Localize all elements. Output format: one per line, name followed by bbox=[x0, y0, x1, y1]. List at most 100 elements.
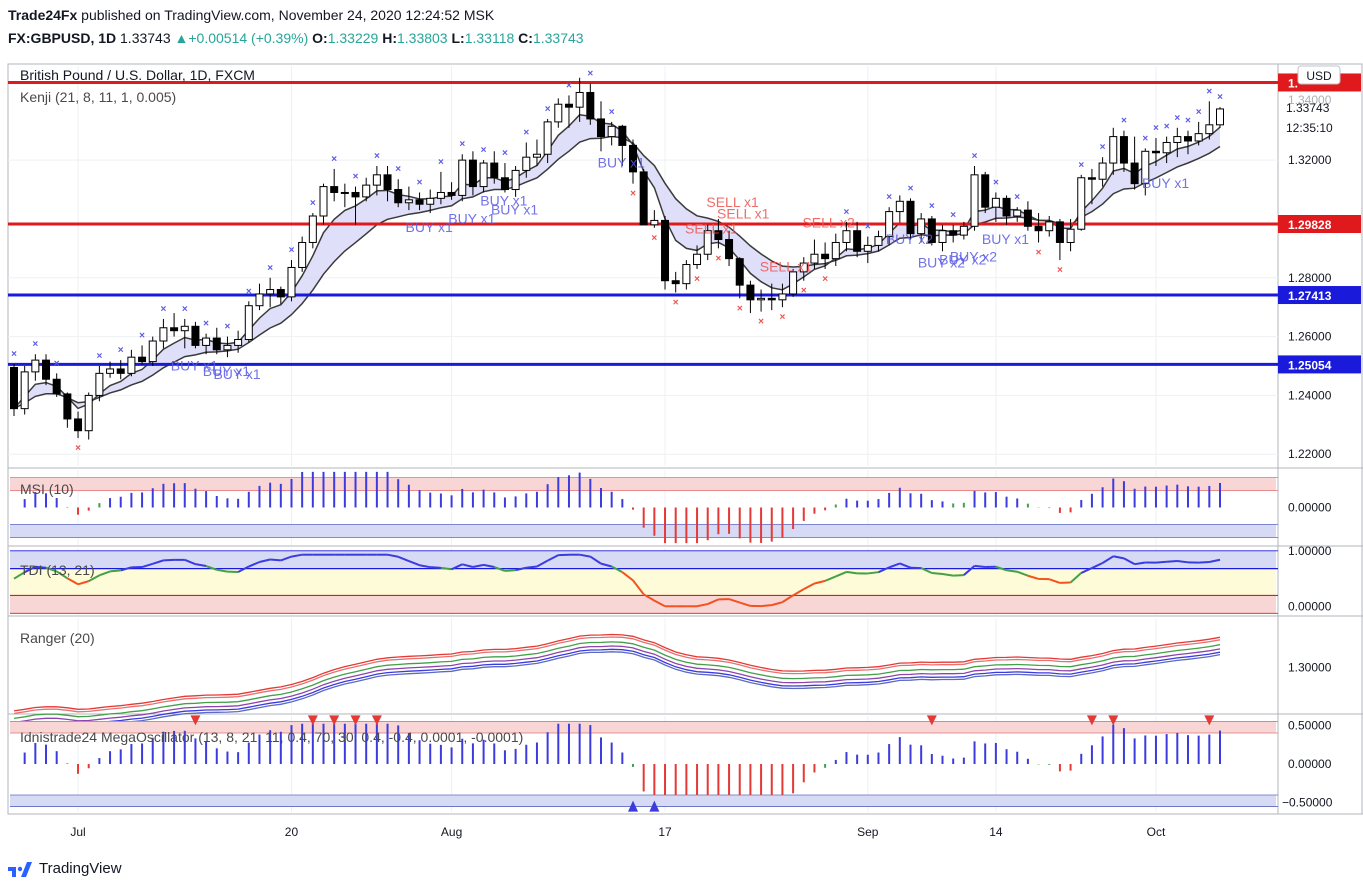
mo-y-tick: 0.00000 bbox=[1288, 757, 1332, 771]
tdi-line-segment bbox=[942, 573, 954, 577]
candle-body bbox=[447, 191, 456, 196]
candle-body bbox=[490, 162, 499, 179]
candle-body bbox=[372, 174, 381, 186]
buy-triangle-icon bbox=[649, 800, 660, 812]
candle-body bbox=[810, 253, 819, 264]
candle-body bbox=[426, 197, 435, 205]
candle-body bbox=[618, 125, 627, 146]
bullish-marker: × bbox=[54, 358, 60, 369]
bearish-marker: × bbox=[694, 274, 700, 285]
bearish-marker: × bbox=[715, 253, 721, 264]
tdi-line-segment bbox=[1177, 560, 1189, 564]
buy-signal-label: BUY x1 bbox=[213, 366, 260, 382]
candle-body bbox=[661, 219, 670, 282]
candle-body bbox=[1066, 228, 1075, 243]
tdi-line-segment bbox=[56, 570, 68, 580]
tdi-line-segment bbox=[387, 553, 399, 558]
candle-body bbox=[959, 225, 968, 236]
current-price-label: 1.33743 bbox=[1286, 101, 1330, 115]
sell-triangle-icon bbox=[1204, 715, 1215, 726]
candle-body bbox=[671, 280, 680, 285]
buy-signal-label: BUY x1 bbox=[171, 357, 218, 373]
sell-triangle-icon bbox=[926, 715, 937, 726]
candle-body bbox=[554, 103, 563, 123]
footer-brand[interactable]: TradingView bbox=[8, 860, 122, 877]
candle-body bbox=[821, 253, 830, 260]
x-tick-label: Oct bbox=[1147, 825, 1166, 839]
bullish-marker: × bbox=[225, 322, 231, 333]
bullish-marker: × bbox=[844, 207, 850, 218]
candle-body bbox=[351, 191, 360, 198]
tdi-line-segment bbox=[1102, 555, 1114, 564]
tdi-line-segment bbox=[184, 558, 196, 566]
tdi-line-segment bbox=[728, 598, 741, 604]
candle-body bbox=[895, 200, 904, 213]
candle-body bbox=[1151, 150, 1160, 154]
tdi-line-segment bbox=[291, 553, 303, 558]
candle-body bbox=[330, 186, 339, 193]
tdi-line-segment bbox=[632, 579, 645, 595]
bullish-marker: × bbox=[395, 164, 401, 175]
bullish-marker: × bbox=[886, 192, 892, 203]
tdi-middle-zone bbox=[10, 568, 1276, 596]
tdi-line-segment bbox=[547, 554, 559, 562]
candle-body bbox=[191, 325, 200, 346]
sell-triangle-icon bbox=[350, 715, 361, 726]
tdi-line-segment bbox=[419, 564, 431, 569]
bearish-marker: × bbox=[1036, 247, 1042, 258]
candle-body bbox=[991, 197, 1000, 208]
tdi-line-segment bbox=[35, 565, 47, 569]
x-tick-label: Aug bbox=[441, 825, 462, 839]
tdi-line-segment bbox=[77, 580, 89, 586]
countdown-label: 12:35:10 bbox=[1286, 121, 1333, 135]
bullish-marker: × bbox=[1206, 86, 1212, 97]
candle-body bbox=[63, 393, 72, 420]
level-price-tag bbox=[1278, 286, 1361, 305]
candle-body bbox=[1130, 162, 1139, 185]
candle-body bbox=[287, 266, 296, 298]
tdi-line-segment bbox=[953, 574, 964, 577]
tdi-line-segment bbox=[88, 574, 100, 583]
x-tick-label: 14 bbox=[989, 825, 1003, 839]
candle-body bbox=[522, 156, 531, 171]
buy-triangle-icon bbox=[628, 800, 639, 812]
ranger-title: Ranger (20) bbox=[20, 630, 95, 646]
bullish-marker: × bbox=[502, 148, 508, 159]
candle-body bbox=[1109, 136, 1118, 164]
bullish-marker: × bbox=[1196, 107, 1202, 118]
tdi-line-segment bbox=[120, 566, 132, 572]
tdi-line-segment bbox=[451, 563, 463, 571]
main-pane-title: British Pound / U.S. Dollar, 1D, FXCM bbox=[20, 67, 255, 83]
publisher-name[interactable]: Trade24Fx bbox=[8, 7, 78, 23]
tdi-line-segment bbox=[483, 563, 495, 569]
bullish-marker: × bbox=[1185, 116, 1191, 127]
tdi-line-segment bbox=[696, 603, 708, 608]
mega-oscillator-title: Idnistrade24 MegaOscillator (13, 8, 21, … bbox=[20, 729, 523, 745]
tdi-line-segment bbox=[280, 555, 292, 562]
x-tick-label: 20 bbox=[285, 825, 299, 839]
bullish-marker: × bbox=[32, 339, 38, 350]
level-price-label: 1.27413 bbox=[1288, 289, 1332, 303]
tdi-line-segment bbox=[931, 572, 943, 575]
tdi-line-segment bbox=[611, 565, 623, 574]
bullish-marker: × bbox=[96, 351, 102, 362]
change-arrow-icon: ▲ bbox=[174, 30, 189, 46]
candle-body bbox=[639, 171, 648, 226]
tdi-line-segment bbox=[653, 599, 666, 608]
tdi-line-segment bbox=[792, 588, 805, 597]
candle-body bbox=[586, 91, 595, 120]
tdi-line-segment bbox=[781, 594, 794, 603]
candle-body bbox=[319, 186, 328, 217]
kenji-slow-line bbox=[13, 135, 1221, 410]
candle-body bbox=[1013, 209, 1022, 217]
bullish-marker: × bbox=[1014, 192, 1020, 203]
candle-body bbox=[84, 394, 93, 432]
candle-body bbox=[629, 144, 638, 173]
tdi-line-segment bbox=[760, 604, 772, 608]
tdi-line-segment bbox=[1155, 560, 1167, 564]
level-price-tag bbox=[1278, 215, 1361, 233]
buy-signal-label: BUY x1 bbox=[406, 219, 453, 235]
candle-body bbox=[1077, 177, 1086, 230]
tdi-line-segment bbox=[109, 569, 121, 573]
